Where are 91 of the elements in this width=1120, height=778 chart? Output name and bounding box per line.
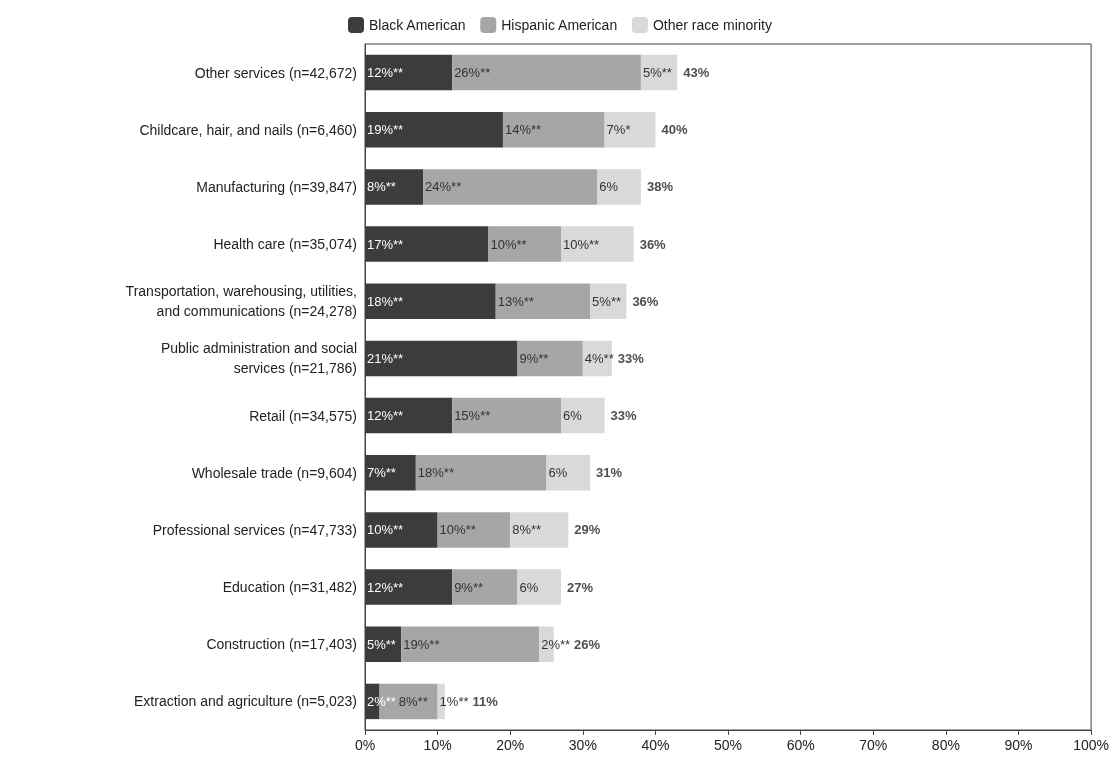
data-label: 6% [548, 465, 568, 481]
x-tick-label: 90% [1004, 737, 1033, 753]
data-label: 7%** [367, 465, 396, 481]
y-tick-label: Health care (n=35,074) [213, 236, 357, 253]
legend-label: Other race minority [652, 17, 773, 33]
bar [546, 455, 591, 491]
total-label: 33% [610, 408, 638, 424]
x-tick-label: 80% [931, 737, 960, 753]
bar [604, 112, 656, 148]
data-label: 12%** [367, 65, 404, 81]
bar [495, 283, 591, 319]
y-tick-label: Extraction and agriculture (n=5,023) [134, 693, 357, 710]
data-label: 26%** [454, 65, 491, 81]
data-label: 8%** [512, 522, 542, 538]
total-label: 38% [646, 179, 674, 195]
total-label: 27% [567, 579, 594, 595]
data-label: 5%** [592, 293, 622, 309]
y-tick-label: Education (n=31,482) [222, 579, 357, 596]
data-label: 8%** [367, 179, 396, 195]
total-label: 33% [617, 350, 645, 366]
legend-label: Hispanic American [501, 17, 618, 33]
bar [510, 512, 569, 548]
data-label: 13%** [497, 293, 534, 309]
bar [488, 226, 562, 262]
data-label: 1%** [439, 693, 469, 709]
data-label: 9%** [519, 350, 549, 366]
data-label: 21%** [367, 350, 404, 366]
bar [597, 169, 641, 205]
data-label: 18%** [367, 293, 404, 309]
bar [561, 397, 605, 434]
bar [517, 340, 583, 377]
data-label: 7%* [606, 122, 631, 138]
total-label: 36% [632, 293, 659, 309]
data-label: 5%** [367, 636, 396, 652]
data-label: 9%** [454, 579, 484, 595]
data-label: 6% [563, 408, 583, 424]
data-label: 10%** [439, 522, 476, 538]
total-label: 26% [574, 636, 601, 652]
y-tick-label: Professional services (n=47,733) [152, 521, 357, 538]
data-label: 4%** [584, 350, 614, 366]
data-label: 10%** [367, 522, 404, 538]
bar [561, 226, 634, 262]
bar [517, 569, 562, 605]
data-label: 24%** [425, 179, 462, 195]
data-label: 19%** [403, 636, 440, 652]
data-label: 15%** [454, 408, 491, 424]
data-label: 5%** [642, 65, 672, 81]
data-label: 2%** [541, 636, 571, 652]
x-tick-label: 30% [568, 737, 597, 753]
data-label: 6% [519, 579, 539, 595]
data-label: 6% [599, 179, 619, 195]
y-tick-label: Construction (n=17,403) [206, 636, 357, 653]
data-label: 14%** [504, 122, 542, 138]
data-label: 10%** [490, 236, 527, 252]
x-tick-label: 20% [496, 737, 525, 753]
y-tick-label: Other services (n=42,672) [194, 64, 357, 81]
total-label: 29% [574, 522, 601, 538]
y-tick-label: Wholesale trade (n=9,604) [191, 464, 357, 481]
bar [415, 455, 547, 491]
bar [401, 626, 540, 662]
x-tick-label: 40% [641, 737, 670, 753]
x-tick-label: 100% [1073, 737, 1109, 753]
bar [452, 569, 518, 605]
x-tick-label: 10% [423, 737, 452, 753]
data-label: 17%** [367, 236, 404, 252]
bar [452, 54, 641, 91]
y-tick-label: Public administration and social services (n=21,786) [160, 340, 357, 377]
x-tick-label: 70% [859, 737, 888, 753]
data-label: 19%** [367, 122, 404, 138]
data-label: 12%** [367, 579, 404, 595]
bar [452, 397, 562, 434]
x-tick-label: 0% [354, 737, 376, 753]
bar [423, 169, 598, 205]
y-tick-label: Childcare, hair, and nails (n=6,460) [139, 121, 357, 138]
bar [502, 112, 605, 148]
total-label: 11% [472, 693, 499, 709]
total-label: 43% [683, 65, 710, 81]
total-label: 40% [661, 122, 688, 138]
y-tick-label: Retail (n=34,575) [249, 407, 357, 424]
total-label: 31% [596, 465, 623, 481]
legend-label: Black American [369, 17, 466, 33]
data-label: 18%** [417, 465, 454, 481]
x-tick-label: 60% [786, 737, 815, 753]
y-tick-label: Transportation, warehousing, utilities, and communications (n=24,278) [125, 283, 357, 320]
data-label: 8%** [398, 693, 428, 709]
data-label: 10%** [563, 236, 600, 252]
x-tick-label: 50% [714, 737, 743, 753]
total-label: 36% [639, 236, 667, 252]
y-tick-label: Manufacturing (n=39,847) [196, 178, 357, 195]
bar [437, 512, 511, 548]
data-label: 12%** [367, 408, 404, 424]
